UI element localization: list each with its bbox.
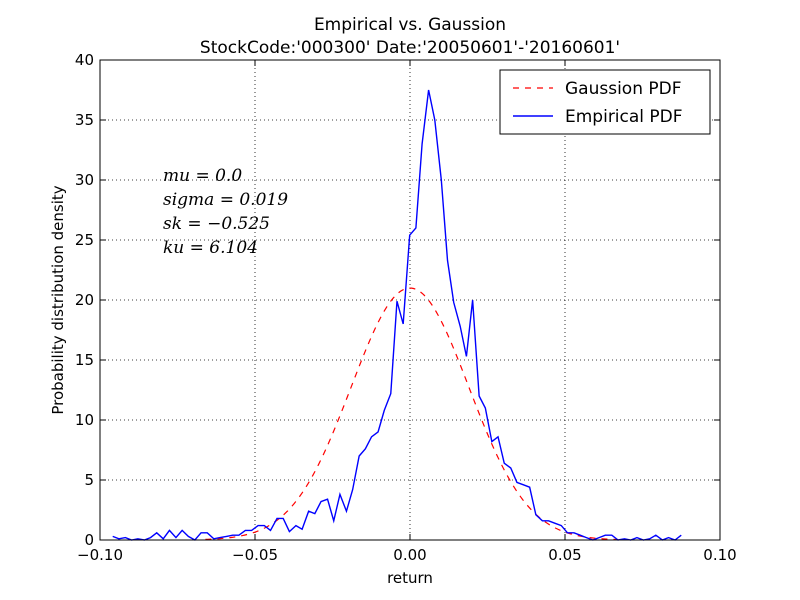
- legend: Gaussion PDF Empirical PDF: [499, 69, 711, 135]
- y-tick-labels: 0 5 10 15 20 25 30 35 40: [75, 51, 94, 549]
- y-tick-label: 20: [75, 291, 94, 309]
- x-tick-label: −0.05: [232, 546, 278, 564]
- y-tick-label: 40: [75, 51, 94, 69]
- x-tick-label: 0.05: [548, 546, 581, 564]
- legend-gauss-label: Gaussion PDF: [565, 79, 682, 99]
- empirical-pdf-line: [112, 89, 682, 541]
- y-tick-label: 25: [75, 231, 94, 249]
- annotation-ku: ku = 6.104: [163, 238, 258, 258]
- y-tick-label: 15: [75, 351, 94, 369]
- x-tick-label: 0.00: [393, 546, 426, 564]
- y-tick-label: 35: [75, 111, 94, 129]
- x-tick-label: −0.10: [77, 546, 123, 564]
- x-tick-label: 0.10: [703, 546, 736, 564]
- annotation-sk: sk = −0.525: [163, 214, 270, 234]
- y-tick-label: 30: [75, 171, 94, 189]
- statistics-annotations: mu = 0.0 sigma = 0.019 sk = −0.525 ku = …: [163, 166, 288, 258]
- plot-series: [112, 89, 682, 541]
- chart-title-line-1: Empirical vs. Gaussion: [314, 15, 506, 35]
- y-tick-label: 5: [84, 471, 94, 489]
- legend-empirical-label: Empirical PDF: [565, 107, 683, 127]
- x-axis-label: return: [387, 569, 433, 587]
- y-axis-label: Probability distribution density: [49, 185, 67, 414]
- annotation-mu: mu = 0.0: [163, 166, 242, 186]
- annotation-sigma: sigma = 0.019: [163, 190, 288, 210]
- y-tick-label: 10: [75, 411, 94, 429]
- y-tick-label: 0: [84, 531, 94, 549]
- axis-ticks: [99, 59, 721, 541]
- gaussian-pdf-line: [205, 287, 618, 541]
- legend-box: [499, 69, 711, 135]
- x-tick-labels: −0.10 −0.05 0.00 0.05 0.10: [77, 546, 737, 564]
- chart-title-line-2: StockCode:'000300' Date:'20050601'-'2016…: [200, 38, 620, 58]
